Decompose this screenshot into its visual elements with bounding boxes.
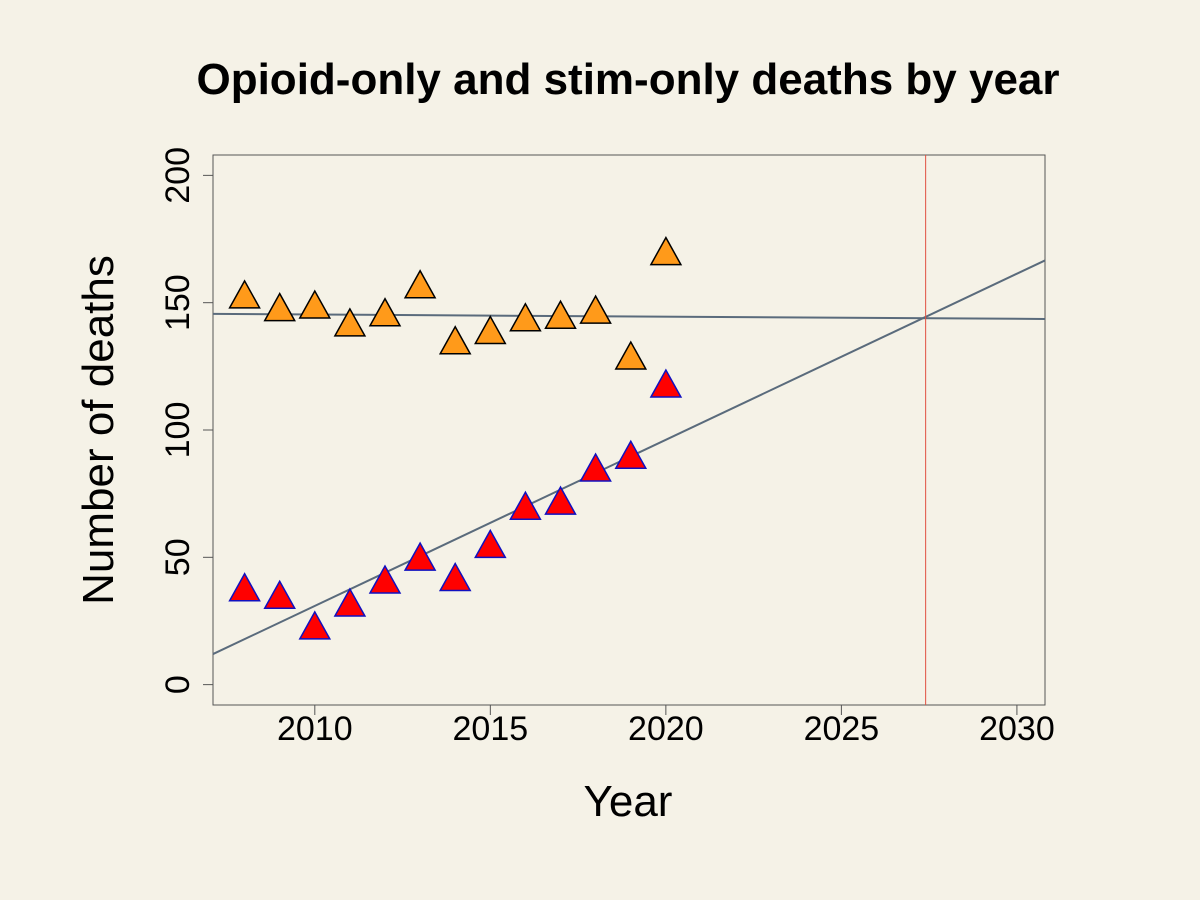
data-point-series-2 <box>438 561 472 592</box>
data-point-series-1 <box>263 292 296 322</box>
y-tick-label: 100 <box>159 402 197 459</box>
data-point-series-2 <box>333 587 367 617</box>
y-tick-label: 0 <box>159 675 197 694</box>
x-tick-label: 2030 <box>979 710 1055 748</box>
y-tick-label: 50 <box>159 538 197 576</box>
data-point-series-2 <box>298 610 332 640</box>
data-point-series-1 <box>614 340 648 370</box>
data-point-series-1 <box>509 302 542 332</box>
data-point-series-1 <box>333 307 367 337</box>
data-point-series-2 <box>579 452 612 482</box>
data-point-series-2 <box>263 579 296 610</box>
data-point-series-2 <box>403 541 437 571</box>
data-point-series-1 <box>228 279 261 309</box>
data-point-series-2 <box>368 564 402 594</box>
data-point-series-2 <box>474 528 507 559</box>
data-point-series-1 <box>403 269 437 299</box>
data-point-series-1 <box>579 294 612 324</box>
data-point-series-1 <box>298 289 332 319</box>
chart-title: Opioid-only and stim-only deaths by year <box>196 55 1059 104</box>
trend-line-1 <box>212 312 1046 320</box>
x-tick-label: 2025 <box>804 710 880 748</box>
x-tick-label: 2015 <box>453 710 529 748</box>
data-point-series-2 <box>228 572 261 602</box>
trend-lines <box>212 155 1046 705</box>
data-point-series-1 <box>649 236 683 266</box>
data-point-series-1 <box>544 299 577 329</box>
x-tick-label: 2010 <box>277 710 353 748</box>
data-point-series-1 <box>438 325 472 355</box>
data-point-series-2 <box>544 485 577 515</box>
data-point-series-2 <box>649 368 683 398</box>
data-points <box>228 236 683 640</box>
data-point-series-1 <box>368 297 402 327</box>
data-point-series-2 <box>614 439 648 470</box>
y-axis-label: Number of deaths <box>74 255 123 605</box>
x-axis: 2010 2015 2020 2025 2030 <box>277 705 1055 748</box>
data-point-series-2 <box>509 490 542 520</box>
y-tick-label: 150 <box>159 274 197 331</box>
x-axis-label: Year <box>584 777 673 826</box>
y-axis: 0 50 100 150 200 <box>159 147 213 694</box>
y-tick-label: 200 <box>159 147 197 204</box>
x-tick-label: 2020 <box>628 710 704 748</box>
plot-frame <box>212 154 1046 706</box>
data-point-series-1 <box>474 314 507 345</box>
